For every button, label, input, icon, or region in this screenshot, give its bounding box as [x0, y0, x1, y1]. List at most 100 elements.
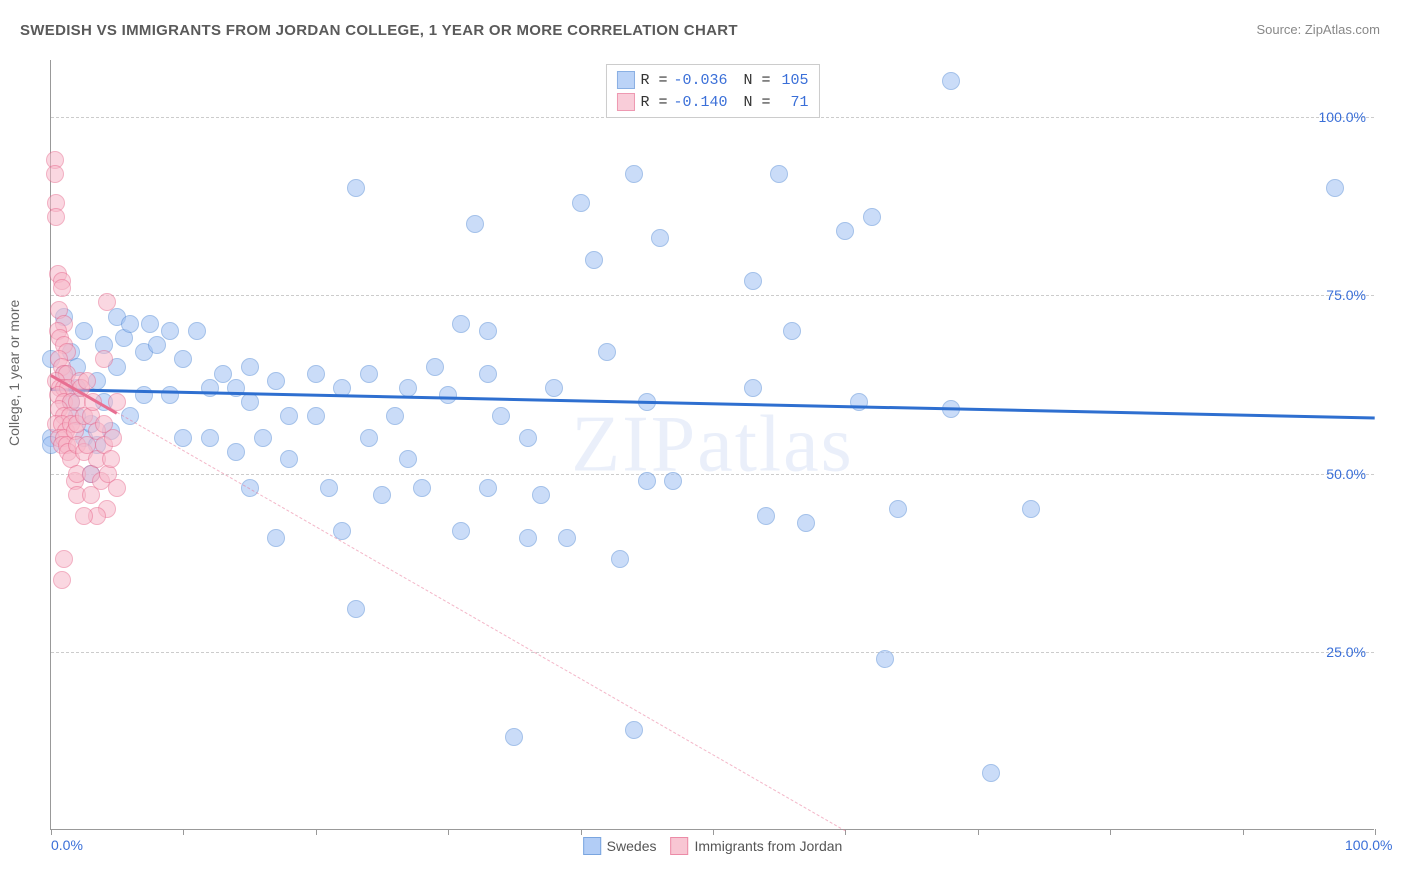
source-link[interactable]: ZipAtlas.com: [1305, 22, 1380, 37]
data-point: [598, 343, 616, 361]
data-point: [161, 386, 179, 404]
data-point: [174, 350, 192, 368]
data-point: [174, 429, 192, 447]
y-tick-label: 75.0%: [1326, 287, 1366, 303]
gridline-h: [51, 652, 1374, 653]
legend-series-label: Swedes: [607, 838, 657, 854]
data-point: [505, 728, 523, 746]
data-point: [757, 507, 775, 525]
legend-r-value: -0.036: [673, 72, 727, 89]
data-point: [850, 393, 868, 411]
data-point: [75, 507, 93, 525]
data-point: [942, 72, 960, 90]
data-point: [532, 486, 550, 504]
plot-area: ZIPatlas R = -0.036N = 105R = -0.140N = …: [50, 60, 1374, 830]
data-point: [102, 450, 120, 468]
data-point: [307, 407, 325, 425]
chart-title: SWEDISH VS IMMIGRANTS FROM JORDAN COLLEG…: [20, 22, 738, 39]
data-point: [744, 379, 762, 397]
data-point: [479, 365, 497, 383]
gridline-h: [51, 295, 1374, 296]
data-point: [55, 550, 73, 568]
data-point: [241, 358, 259, 376]
data-point: [889, 500, 907, 518]
data-point: [280, 450, 298, 468]
y-tick-label: 50.0%: [1326, 466, 1366, 482]
data-point: [98, 293, 116, 311]
data-point: [254, 429, 272, 447]
x-tick-label: 100.0%: [1345, 837, 1392, 853]
data-point: [638, 472, 656, 490]
data-point: [320, 479, 338, 497]
data-point: [479, 322, 497, 340]
data-point: [267, 372, 285, 390]
data-point: [201, 379, 219, 397]
bottom-legend: Swedes Immigrants from Jordan: [583, 837, 843, 855]
data-point: [651, 229, 669, 247]
data-point: [466, 215, 484, 233]
data-point: [53, 279, 71, 297]
bottom-legend-item: Swedes: [583, 837, 657, 855]
data-point: [201, 429, 219, 447]
data-point: [347, 179, 365, 197]
legend-stats-box: R = -0.036N = 105R = -0.140N = 71: [605, 64, 819, 118]
legend-series-label: Immigrants from Jordan: [694, 838, 842, 854]
gridline-h: [51, 474, 1374, 475]
data-point: [227, 443, 245, 461]
x-tick: [1375, 829, 1376, 835]
x-tick: [1243, 829, 1244, 835]
legend-n-value: 71: [777, 94, 809, 111]
data-point: [836, 222, 854, 240]
data-point: [479, 479, 497, 497]
data-point: [53, 571, 71, 589]
data-point: [558, 529, 576, 547]
x-tick-label: 0.0%: [51, 837, 83, 853]
data-point: [148, 336, 166, 354]
data-point: [307, 365, 325, 383]
bottom-legend-item: Immigrants from Jordan: [670, 837, 842, 855]
data-point: [135, 386, 153, 404]
data-point: [360, 365, 378, 383]
data-point: [611, 550, 629, 568]
data-point: [770, 165, 788, 183]
data-point: [519, 429, 537, 447]
watermark: ZIPatlas: [571, 399, 854, 490]
legend-swatch: [670, 837, 688, 855]
data-point: [413, 479, 431, 497]
legend-r-label: R =: [640, 94, 667, 111]
y-axis-label: College, 1 year or more: [6, 300, 22, 446]
data-point: [519, 529, 537, 547]
data-point: [625, 165, 643, 183]
gridline-h: [51, 117, 1374, 118]
x-tick: [713, 829, 714, 835]
data-point: [95, 350, 113, 368]
x-tick: [183, 829, 184, 835]
data-point: [572, 194, 590, 212]
x-tick: [448, 829, 449, 835]
data-point: [585, 251, 603, 269]
data-point: [161, 322, 179, 340]
data-point: [373, 486, 391, 504]
legend-swatch: [616, 93, 634, 111]
x-tick: [1110, 829, 1111, 835]
x-tick: [978, 829, 979, 835]
data-point: [108, 479, 126, 497]
data-point: [399, 379, 417, 397]
data-point: [399, 450, 417, 468]
data-point: [47, 208, 65, 226]
source-attribution: Source: ZipAtlas.com: [1256, 22, 1380, 37]
source-prefix: Source:: [1256, 22, 1304, 37]
data-point: [545, 379, 563, 397]
legend-stats-row: R = -0.140N = 71: [616, 91, 808, 113]
x-tick: [581, 829, 582, 835]
legend-n-label: N =: [744, 72, 771, 89]
data-point: [386, 407, 404, 425]
data-point: [876, 650, 894, 668]
data-point: [75, 322, 93, 340]
data-point: [141, 315, 159, 333]
x-tick: [316, 829, 317, 835]
legend-stats-row: R = -0.036N = 105: [616, 69, 808, 91]
data-point: [664, 472, 682, 490]
data-point: [360, 429, 378, 447]
data-point: [797, 514, 815, 532]
